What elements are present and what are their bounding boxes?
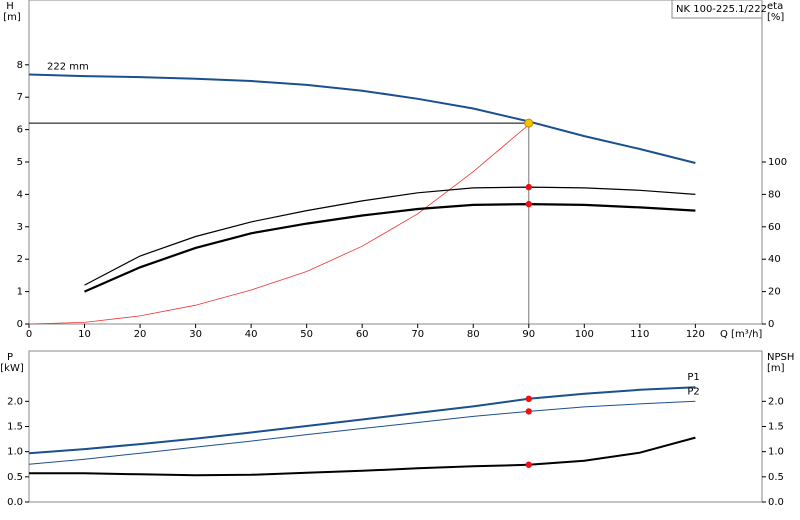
series-line: [84, 186, 696, 286]
y-tick-label: 1: [17, 287, 23, 298]
y2-tick-label: 0: [768, 319, 774, 330]
x-tick-label: 10: [78, 329, 91, 340]
x-tick-label: 80: [467, 329, 480, 340]
x-tick-label: 100: [575, 329, 594, 340]
y-tick-label: 1.0: [7, 447, 23, 458]
y-axis-unit: [m]: [3, 12, 21, 23]
duty-point: [524, 118, 534, 128]
y2-tick-label: 40: [768, 254, 781, 265]
x-tick-label: 0: [26, 329, 32, 340]
y2-axis-label: NPSH: [767, 352, 794, 363]
series-line: [28, 386, 696, 455]
x-tick-label: 110: [630, 329, 649, 340]
marker: [525, 200, 532, 208]
y-axis-unit: [kW]: [0, 363, 24, 374]
y-tick-label: 1.5: [7, 422, 23, 433]
x-axis-label: Q [m³/h]: [720, 329, 762, 340]
y2-tick-label: 1.5: [768, 422, 784, 433]
chart-title: NK 100-225.1/222: [676, 4, 767, 15]
y2-tick-label: 100: [768, 157, 787, 168]
x-tick-label: 20: [134, 329, 147, 340]
marker: [525, 461, 532, 468]
x-tick-label: 50: [300, 329, 313, 340]
y2-tick-label: 2.0: [768, 396, 784, 407]
y-tick-label: 0.5: [7, 472, 23, 483]
series-line: [28, 400, 696, 465]
y-tick-label: 2: [17, 254, 23, 265]
series-line: [28, 73, 696, 164]
y2-tick-label: 1.0: [768, 447, 784, 458]
y-tick-label: 8: [17, 60, 23, 71]
y-tick-label: 2.0: [7, 396, 23, 407]
x-tick-label: 60: [356, 329, 369, 340]
y-tick-label: 0.0: [7, 497, 23, 508]
x-tick-label: 70: [411, 329, 424, 340]
y2-tick-label: 60: [768, 222, 781, 233]
series-line: [29, 436, 696, 477]
y2-tick-label: 20: [768, 287, 781, 298]
marker: [525, 183, 532, 191]
title-box: [671, 0, 763, 19]
y2-tick-label: 0.5: [768, 472, 784, 483]
y2-tick-label: 80: [768, 189, 781, 200]
marker: [525, 395, 532, 403]
x-tick-label: 30: [189, 329, 202, 340]
series-line: [28, 124, 530, 325]
y-tick-label: 6: [17, 125, 23, 136]
y2-axis-unit: [%]: [767, 12, 784, 23]
y-tick-label: 0: [17, 319, 23, 330]
x-tick-label: 40: [245, 329, 258, 340]
y2-tick-label: 0.0: [768, 497, 784, 508]
y-axis-label: H: [6, 1, 14, 12]
marker: [525, 408, 532, 415]
series-label: 222 mm: [47, 62, 89, 73]
y-tick-label: 5: [17, 157, 23, 168]
x-tick-label: 120: [686, 329, 705, 340]
y-tick-label: 7: [17, 92, 23, 103]
y2-axis-unit: [m]: [767, 363, 785, 374]
series-label: P2: [687, 386, 699, 397]
y-axis-label: P: [7, 352, 13, 363]
x-tick-label: 90: [522, 329, 535, 340]
y2-axis-label: eta: [767, 1, 783, 12]
series-label: P1: [687, 372, 699, 383]
series-line: [84, 202, 696, 293]
y-tick-label: 4: [17, 189, 23, 200]
y-tick-label: 3: [17, 222, 23, 233]
